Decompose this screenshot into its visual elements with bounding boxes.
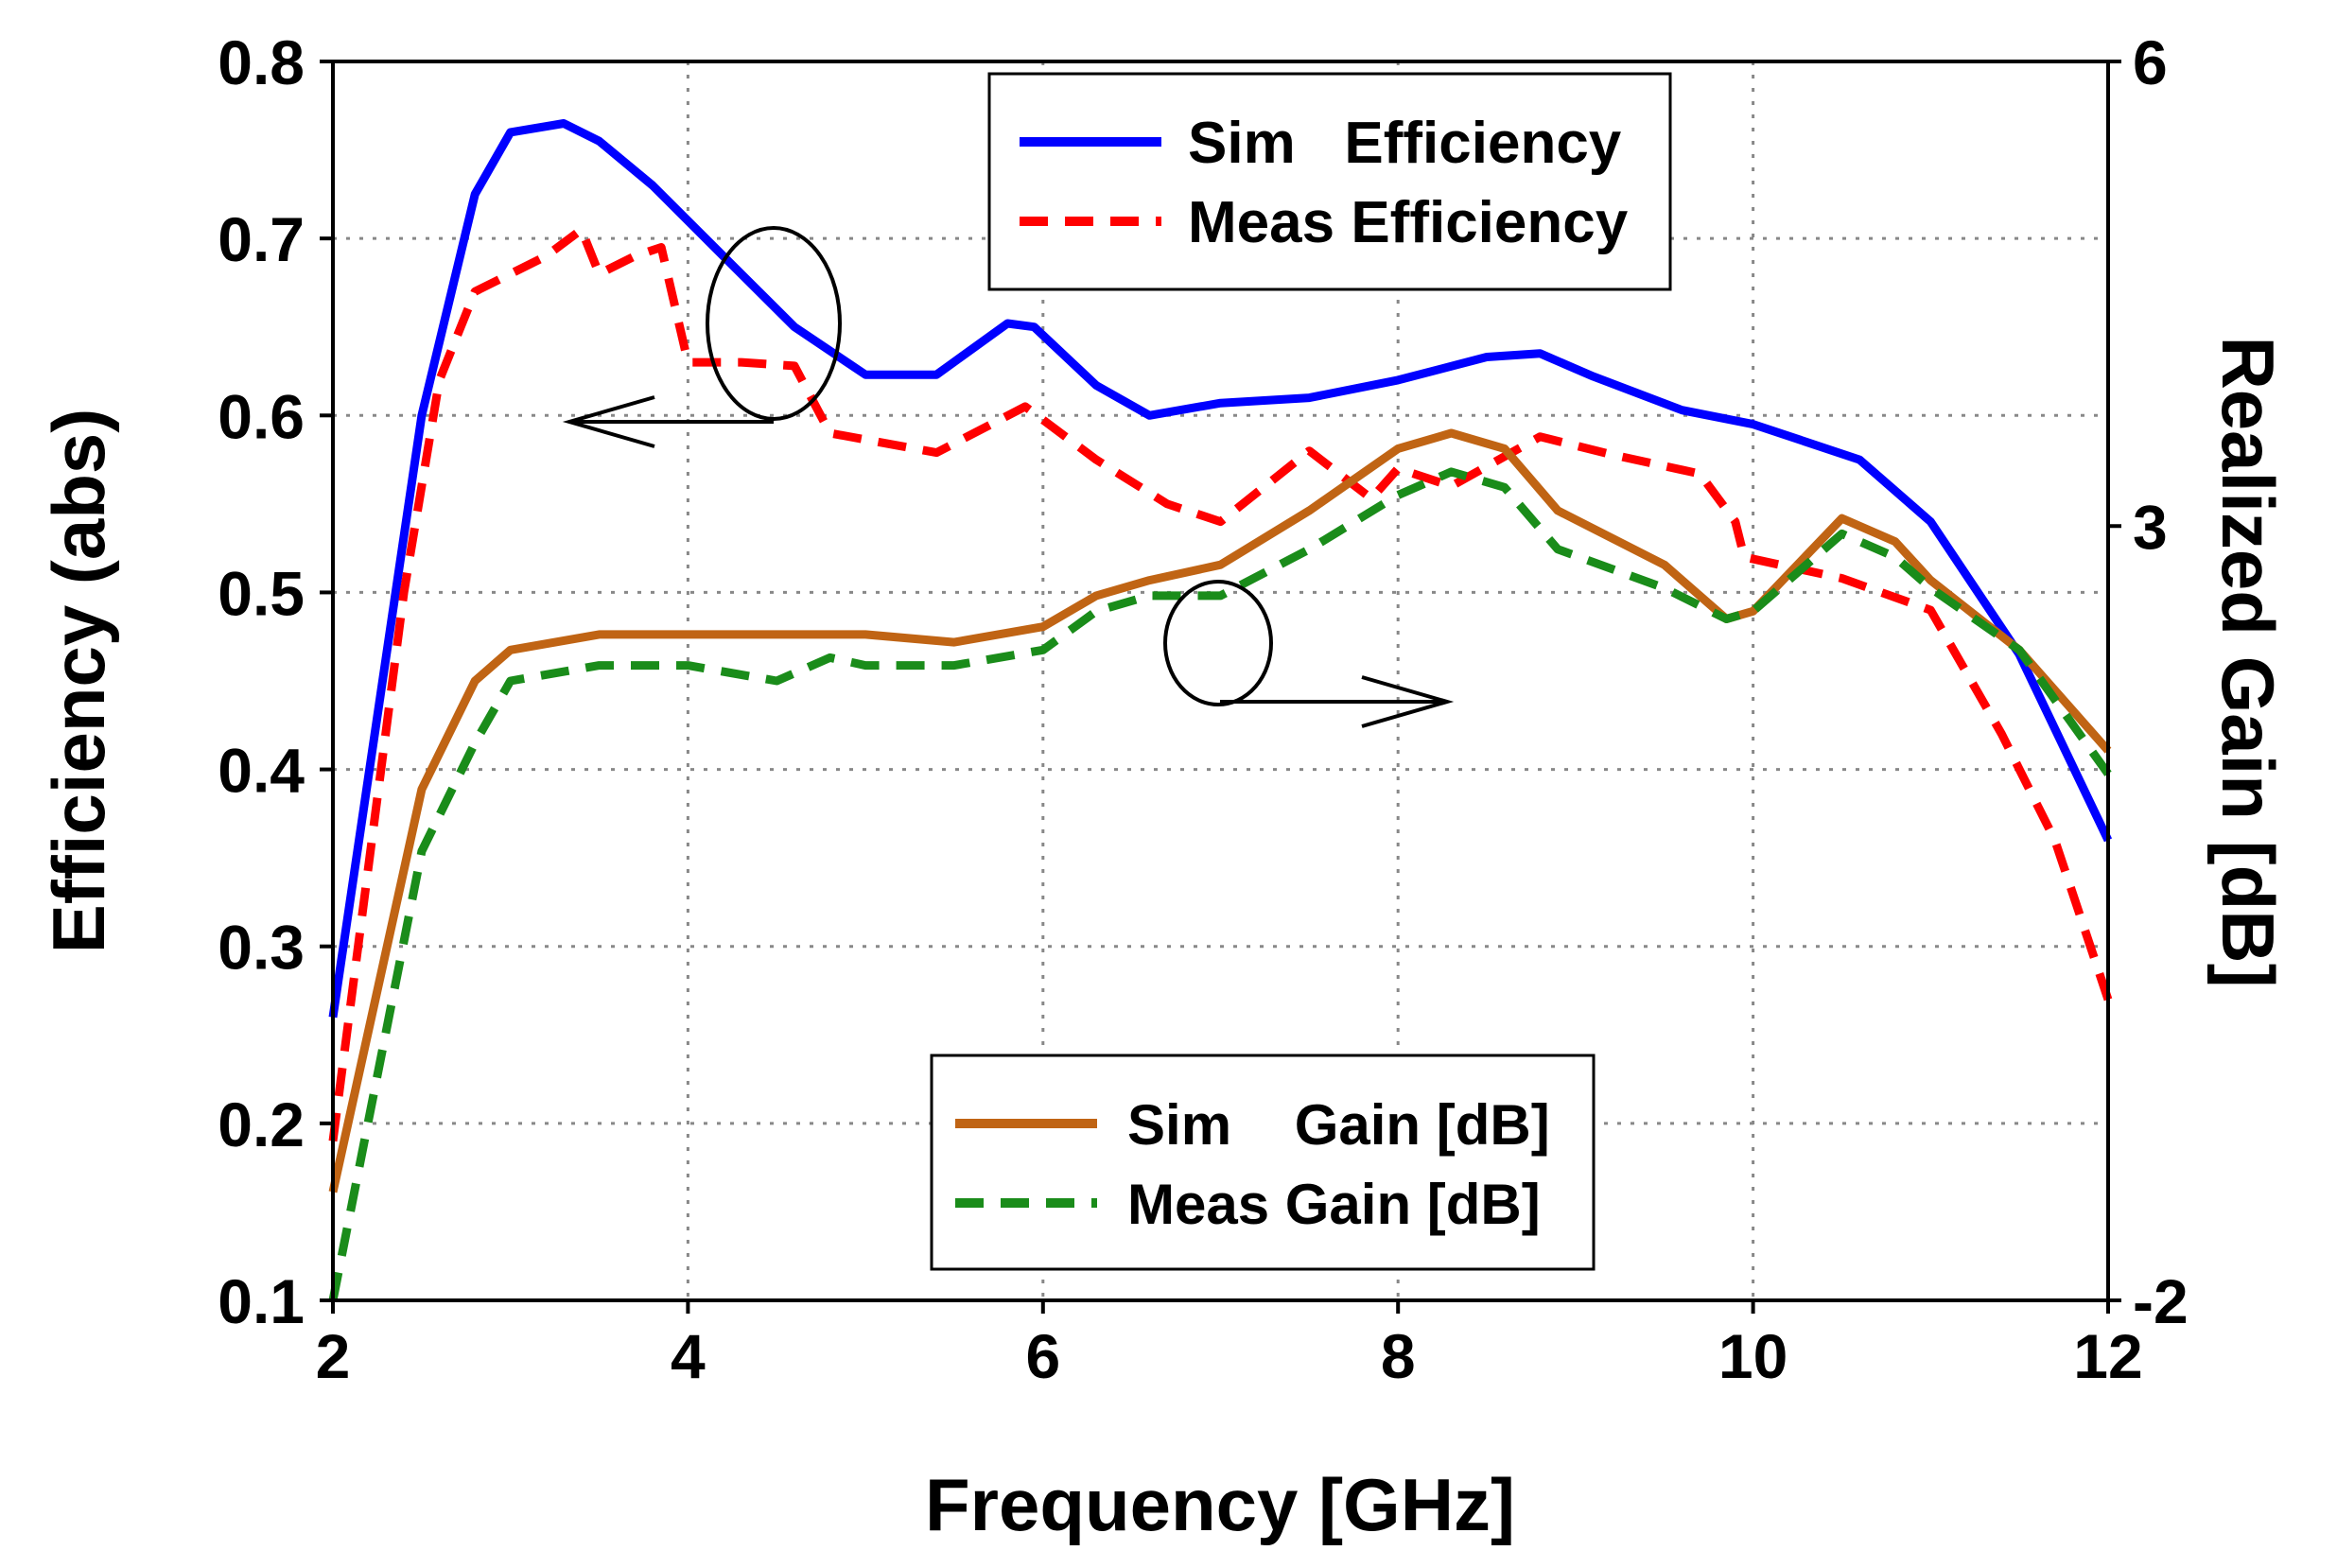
legend-gain-box bbox=[930, 1054, 1596, 1271]
series-line-meas-efficiency bbox=[328, 225, 2113, 1142]
y-axis-right: -2 3 6 bbox=[2108, 27, 2189, 1336]
y-tick-label: 0.1 bbox=[218, 1266, 305, 1336]
legend-label-sim-gain: Sim Gain [dB] bbox=[1127, 1093, 1550, 1157]
y-tick-label: 0.2 bbox=[218, 1089, 305, 1159]
x-axis: 2 4 6 8 10 12 bbox=[316, 1300, 2143, 1391]
x-tick-label: 6 bbox=[1025, 1321, 1060, 1391]
y-tick-label: 0.6 bbox=[218, 381, 305, 451]
x-tick-label: 12 bbox=[2073, 1321, 2142, 1391]
x-tick-label: 2 bbox=[316, 1321, 351, 1391]
y-tick-label: 0.7 bbox=[218, 204, 305, 274]
left-arrow-head-icon bbox=[562, 395, 655, 448]
annotations bbox=[562, 226, 1455, 728]
x-tick-label: 8 bbox=[1381, 1321, 1416, 1391]
x-tick-label: 4 bbox=[671, 1321, 706, 1391]
series-line-meas-gain-db bbox=[328, 467, 2112, 1301]
plot-area-frame bbox=[331, 60, 2110, 1302]
efficiency-axis-marker-ellipse bbox=[706, 226, 842, 421]
y-tick-label: 0.5 bbox=[218, 558, 305, 628]
y-tick-label: 0.3 bbox=[218, 913, 305, 983]
legend-efficiency-box bbox=[987, 72, 1672, 291]
y-axis-left-label: Efficiency (abs) bbox=[37, 409, 120, 954]
y-axis-right-label: Realized Gain [dB] bbox=[2206, 336, 2290, 987]
series-line-sim-gain-db bbox=[328, 428, 2112, 1193]
y2-tick-label: 6 bbox=[2133, 27, 2168, 97]
y-tick-label: 0.4 bbox=[218, 736, 305, 806]
series-line-sim-efficiency bbox=[328, 119, 2113, 1019]
y-axis-left: 0.1 0.2 0.3 0.4 0.5 0.6 0.7 0.8 bbox=[218, 27, 333, 1336]
legend-label-sim-efficiency: Sim Efficiency bbox=[1188, 111, 1622, 176]
legend-label-meas-efficiency: Meas Efficiency bbox=[1188, 190, 1629, 255]
x-tick-label: 10 bbox=[1718, 1321, 1788, 1391]
legend-label-meas-gain: Meas Gain [dB] bbox=[1127, 1173, 1541, 1236]
right-arrow-head-icon bbox=[1361, 675, 1455, 728]
series-layer bbox=[328, 119, 2113, 1301]
y2-tick-label: 3 bbox=[2133, 492, 2168, 562]
x-axis-label: Frequency [GHz] bbox=[925, 1463, 1515, 1546]
legend-gain: Sim Gain [dB] Meas Gain [dB] bbox=[930, 1054, 1596, 1271]
y2-tick-label: -2 bbox=[2133, 1266, 2189, 1336]
gain-axis-marker-ellipse bbox=[1163, 580, 1273, 706]
legend-efficiency: Sim Efficiency Meas Efficiency bbox=[987, 72, 1672, 291]
y-tick-label: 0.8 bbox=[218, 27, 305, 97]
